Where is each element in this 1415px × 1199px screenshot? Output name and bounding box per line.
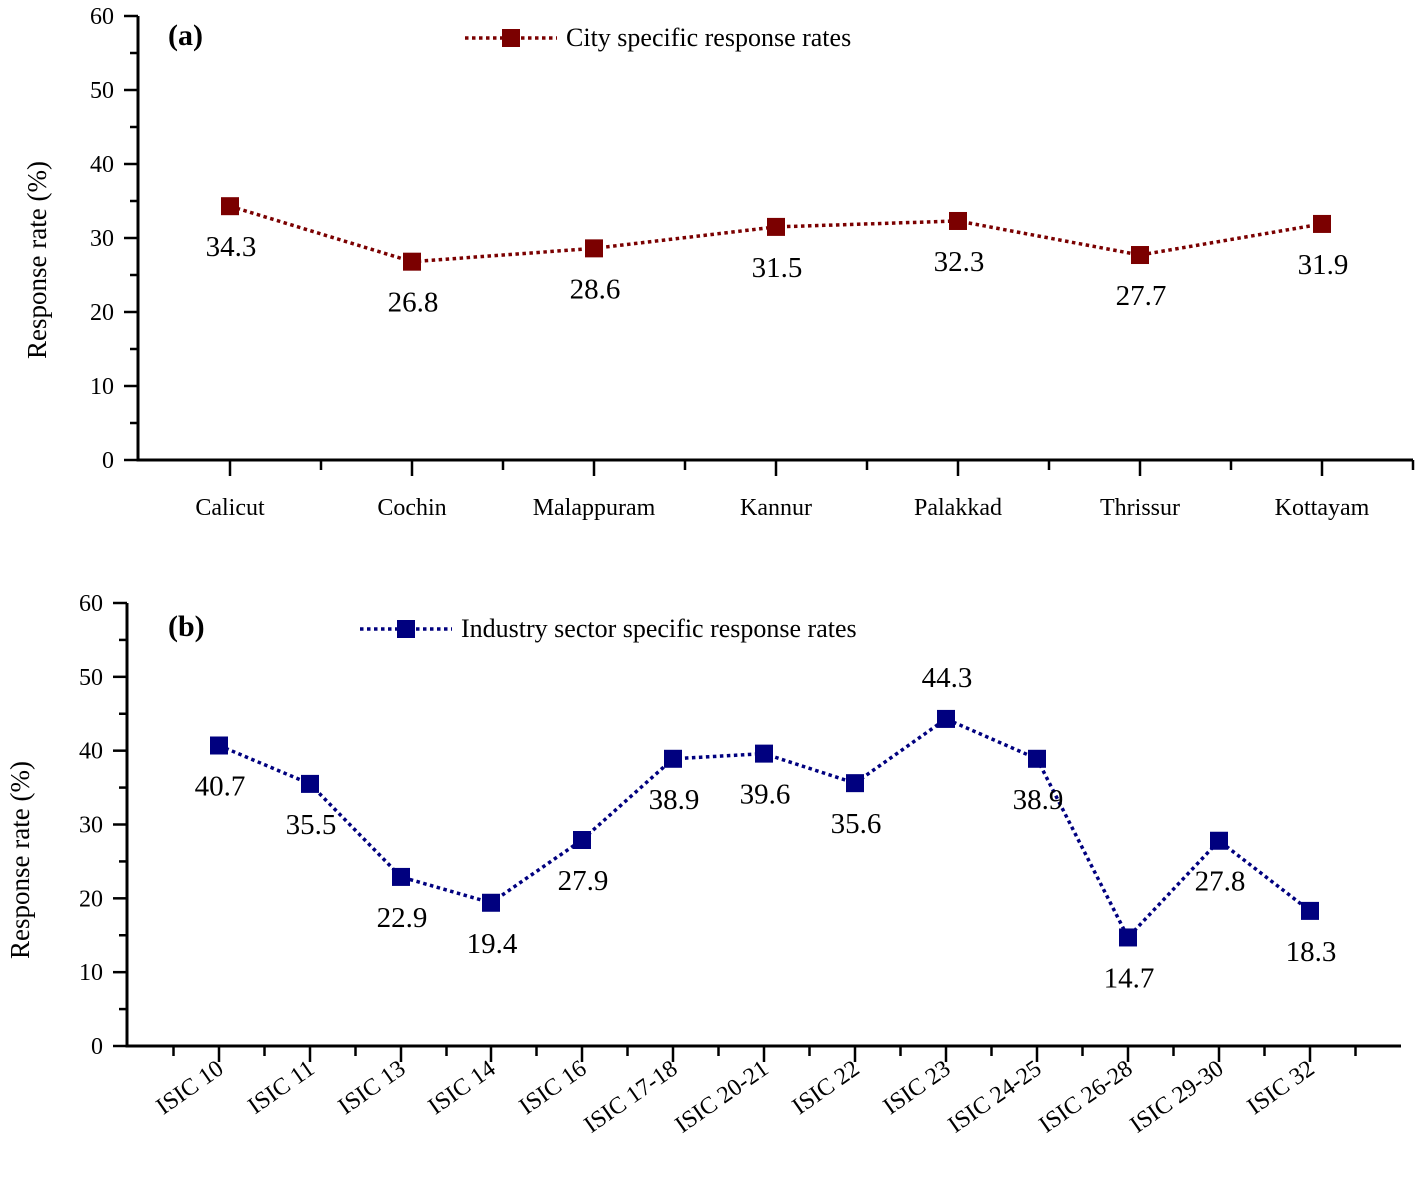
x-tick-label: ISIC 32: [1243, 1056, 1320, 1121]
panel-b-legend-label: Industry sector specific response rates: [461, 614, 857, 643]
data-label: 38.9: [649, 784, 700, 816]
x-tick-label: ISIC 10: [152, 1056, 229, 1121]
chart-panel-b: (b) Response rate (%) 0 10 20 30 40 50 60 ISIC …: [5, 591, 1401, 1138]
x-tick-label: ISIC 29-30: [1126, 1056, 1229, 1139]
x-tick-label: Kannur: [740, 495, 812, 521]
data-point-marker: [1301, 901, 1319, 920]
panel-b-series: 40.7 35.5 22.9 19.4 27.9 38.9 39.6 35.6 44.3 38.9…: [195, 662, 1337, 995]
data-point-marker: [1028, 749, 1046, 768]
data-label: 34.3: [206, 231, 257, 263]
data-label: 27.9: [558, 865, 609, 897]
panel-b-legend: Industry sector specific response rates: [360, 614, 857, 643]
y-tick-label: 20: [90, 300, 114, 326]
panel-b-tag: (b): [168, 610, 205, 643]
data-label: 14.7: [1104, 962, 1155, 994]
data-label: 31.5: [752, 252, 803, 284]
data-point-marker: [301, 774, 319, 793]
y-tick-label: 0: [102, 448, 114, 474]
data-label: 32.3: [934, 246, 985, 278]
x-tick-label: ISIC 23: [879, 1056, 956, 1121]
x-tick-label: ISIC 24-25: [944, 1056, 1047, 1139]
data-point-marker: [664, 749, 682, 768]
data-point-marker: [937, 709, 955, 728]
data-label: 31.9: [1298, 249, 1349, 281]
y-tick-label: 10: [79, 960, 103, 986]
y-tick-label: 60: [79, 591, 103, 617]
panel-a-y-axis-title: Response rate (%): [22, 161, 52, 359]
data-point-marker: [1119, 928, 1137, 947]
x-tick-label: Cochin: [377, 495, 446, 521]
data-point-marker: [767, 217, 785, 236]
data-label: 35.5: [286, 809, 337, 841]
data-point-marker: [949, 211, 967, 230]
panel-a-series: 34.3 26.8 28.6 31.5 32.3 27.7 31.9: [206, 197, 1349, 319]
x-tick-label: ISIC 16: [515, 1056, 592, 1121]
data-label: 40.7: [195, 770, 246, 802]
x-tick-label: ISIC 13: [334, 1056, 411, 1121]
data-point-marker: [392, 867, 410, 886]
panel-a-legend-marker: [502, 29, 520, 47]
data-label: 39.6: [740, 779, 791, 811]
y-tick-label: 50: [90, 78, 114, 104]
data-label: 35.6: [831, 808, 882, 840]
y-tick-label: 30: [79, 813, 103, 839]
x-tick-label: Calicut: [195, 495, 265, 521]
data-label: 18.3: [1286, 936, 1337, 968]
x-tick-label: ISIC 26-28: [1035, 1056, 1138, 1139]
panel-a-tag: (a): [168, 19, 203, 52]
data-label: 44.3: [922, 662, 973, 694]
x-tick-label: ISIC 14: [424, 1056, 501, 1121]
panel-a-axes: 0 10 20 30 40 50 60 Calicut Cochin Malappuram Kann…: [90, 4, 1415, 521]
chart-panel-a: (a) Response rate (%) 0 10 20 30 40 50 60 Calic…: [22, 4, 1415, 521]
x-tick-label: ISIC 22: [788, 1056, 865, 1121]
data-point-marker: [482, 893, 500, 912]
data-point-marker: [1131, 246, 1149, 265]
data-label: 22.9: [377, 902, 428, 934]
data-point-marker: [1210, 831, 1228, 850]
panel-a-legend-label: City specific response rates: [566, 23, 851, 52]
data-point-marker: [585, 239, 603, 258]
data-point-marker: [221, 197, 239, 216]
y-tick-label: 60: [90, 4, 114, 30]
data-point-marker: [755, 744, 773, 763]
data-label: 19.4: [467, 928, 518, 960]
data-point-marker: [1313, 214, 1331, 233]
data-point-marker: [846, 774, 864, 793]
x-tick-label: Thrissur: [1100, 495, 1180, 521]
x-tick-label: Palakkad: [914, 495, 1002, 521]
data-label: 27.7: [1116, 280, 1167, 312]
x-tick-label: ISIC 17-18: [580, 1056, 683, 1139]
x-tick-label: Kottayam: [1275, 495, 1370, 521]
y-tick-label: 0: [91, 1034, 103, 1060]
data-point-marker: [403, 252, 421, 271]
data-label: 27.8: [1195, 866, 1246, 898]
data-point-marker: [573, 831, 591, 850]
x-tick-label: ISIC 20-21: [671, 1056, 774, 1139]
y-tick-label: 10: [90, 374, 114, 400]
panel-a-legend: City specific response rates: [465, 23, 851, 52]
y-tick-label: 40: [79, 739, 103, 765]
y-tick-label: 20: [79, 886, 103, 912]
data-label: 38.9: [1013, 784, 1064, 816]
panel-b-y-axis-title: Response rate (%): [5, 761, 35, 959]
y-tick-label: 40: [90, 152, 114, 178]
y-tick-label: 30: [90, 226, 114, 252]
data-label: 28.6: [570, 273, 621, 305]
data-point-marker: [210, 736, 228, 755]
y-tick-label: 50: [79, 665, 103, 691]
x-tick-label: Malappuram: [533, 495, 656, 521]
panel-b-legend-marker: [397, 620, 415, 638]
x-tick-label: ISIC 11: [244, 1056, 320, 1120]
data-label: 26.8: [388, 287, 439, 319]
